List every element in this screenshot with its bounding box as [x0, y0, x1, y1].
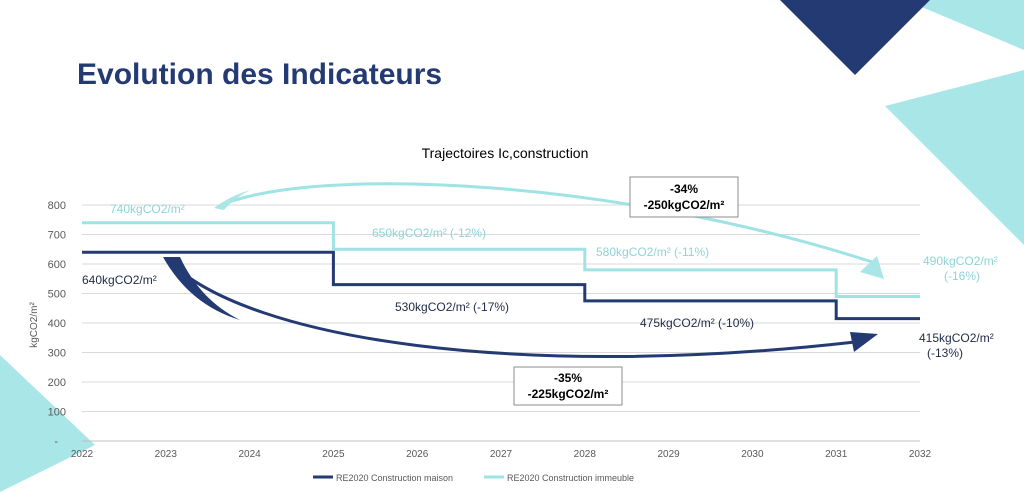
- y-tick-label: 300: [48, 348, 66, 360]
- callout-maison-pct: -35%: [554, 371, 582, 385]
- chart-title: Trajectoires Ic,construction: [422, 145, 589, 161]
- callout-immeuble-value: -250kgCO2/m²: [644, 198, 725, 212]
- y-tick-label: 600: [48, 259, 66, 271]
- decor-cyan-triangle-top: [905, 0, 1024, 50]
- x-tick-label: 2032: [909, 449, 932, 460]
- y-tick-label: 400: [48, 318, 66, 330]
- y-tick-labels: 100 200 300 400 500 600 700 800 -: [48, 200, 66, 448]
- legend-label-immeuble: RE2020 Construction immeuble: [507, 473, 634, 483]
- x-tick-label: 2023: [155, 449, 178, 460]
- y-axis-label: kgCO2/m²: [29, 302, 40, 348]
- callout-box-maison: [513, 366, 623, 406]
- x-tick-label: 2025: [322, 449, 345, 460]
- x-tick-label: 2022: [71, 449, 94, 460]
- legend-label-maison: RE2020 Construction maison: [336, 473, 453, 483]
- x-tick-label: 2024: [238, 449, 261, 460]
- annotation-immeuble-2025: 650kgCO2/m² (-12%): [372, 226, 486, 240]
- decor-cyan-triangle-left: [0, 355, 95, 492]
- x-tick-label: 2031: [825, 449, 848, 460]
- immeuble-reduction-arrow: [220, 182, 873, 264]
- y-tick-label: 700: [48, 230, 66, 242]
- annotation-maison-2022: 640kgCO2/m²: [82, 273, 157, 287]
- immeuble-arrowhead: [860, 256, 884, 279]
- annotation-immeuble-2028: 580kgCO2/m² (-11%): [596, 245, 709, 259]
- annotation-immeuble-2031: 490kgCO2/m²: [923, 254, 998, 268]
- x-tick-label: 2030: [741, 449, 764, 460]
- decor-navy-triangle-top: [780, 0, 930, 75]
- x-tick-label: 2028: [574, 449, 597, 460]
- y-tick-label-zero: -: [54, 436, 58, 448]
- maison-arrowhead: [850, 332, 878, 352]
- callout-box-immeuble: [629, 176, 739, 218]
- x-tick-label: 2026: [406, 449, 429, 460]
- x-tick-label: 2027: [490, 449, 513, 460]
- y-tick-label: 800: [48, 200, 66, 212]
- page-title: Evolution des Indicateurs: [77, 58, 443, 91]
- y-tick-label: 500: [48, 289, 66, 301]
- annotation-immeuble-2031-pct: (-16%): [944, 269, 980, 283]
- annotation-maison-2025: 530kgCO2/m² (-17%): [395, 300, 509, 314]
- callout-immeuble-pct: -34%: [670, 182, 698, 196]
- callout-maison-value: -225kgCO2/m²: [528, 387, 609, 401]
- y-tick-label: 200: [48, 377, 66, 389]
- annotation-immeuble-2022: 740kgCO2/m²: [110, 202, 185, 216]
- annotation-maison-2031-pct: (-13%): [927, 346, 963, 360]
- y-tick-label: 100: [48, 407, 66, 419]
- maison-arrow-tail: [163, 257, 240, 320]
- legend: RE2020 Construction maison RE2020 Constr…: [313, 473, 634, 483]
- series-line-maison: [82, 250, 920, 321]
- immeuble-arrow-tail: [214, 190, 250, 210]
- annotation-maison-2031: 415kgCO2/m²: [919, 331, 994, 345]
- x-tick-labels: 2022 2023 2024 2025 2026 2027 2028 2029 2030 2031…: [71, 449, 932, 460]
- maison-reduction-arrow: [168, 260, 856, 359]
- series-lines: [82, 221, 920, 321]
- annotation-maison-2028: 475kgCO2/m² (-10%): [640, 316, 754, 330]
- decor-cyan-diamond-right: [885, 70, 1024, 245]
- series-line-immeuble: [82, 221, 920, 298]
- x-tick-label: 2029: [657, 449, 680, 460]
